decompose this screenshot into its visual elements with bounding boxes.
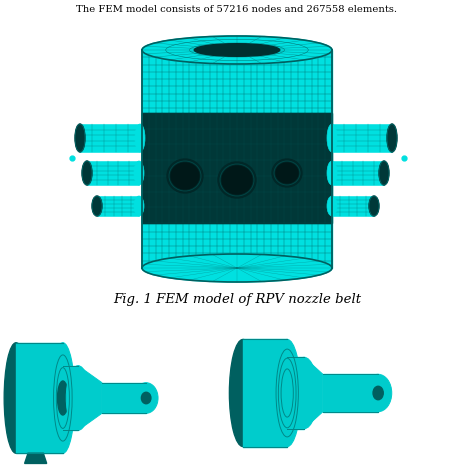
Ellipse shape <box>276 163 298 183</box>
Ellipse shape <box>167 159 203 193</box>
Bar <box>142 113 332 223</box>
Ellipse shape <box>379 161 389 185</box>
Ellipse shape <box>387 124 397 152</box>
Ellipse shape <box>92 196 102 216</box>
Bar <box>80 124 140 152</box>
Ellipse shape <box>134 161 144 185</box>
Bar <box>332 124 392 152</box>
Polygon shape <box>304 357 323 429</box>
Ellipse shape <box>229 339 256 446</box>
Ellipse shape <box>273 339 301 446</box>
Polygon shape <box>78 366 102 430</box>
Ellipse shape <box>327 196 337 216</box>
Bar <box>287 357 304 429</box>
Text: The FEM model consists of 57216 nodes and 267558 elements.: The FEM model consists of 57216 nodes an… <box>76 5 398 14</box>
Ellipse shape <box>291 357 318 429</box>
Ellipse shape <box>51 343 75 453</box>
Ellipse shape <box>57 381 68 415</box>
Bar <box>16 343 63 453</box>
Ellipse shape <box>135 124 145 152</box>
Polygon shape <box>25 453 47 463</box>
Ellipse shape <box>134 196 144 216</box>
Ellipse shape <box>369 196 379 216</box>
Ellipse shape <box>171 163 199 189</box>
Bar <box>243 339 287 446</box>
Ellipse shape <box>194 44 280 56</box>
Bar <box>332 161 384 185</box>
Bar <box>63 366 78 430</box>
Ellipse shape <box>222 166 252 194</box>
Ellipse shape <box>327 124 337 152</box>
Ellipse shape <box>142 36 332 64</box>
Ellipse shape <box>218 162 256 198</box>
Ellipse shape <box>66 366 90 430</box>
Ellipse shape <box>141 392 151 404</box>
Text: Fig. 1 FEM model of RPV nozzle belt: Fig. 1 FEM model of RPV nozzle belt <box>113 293 361 306</box>
Ellipse shape <box>272 159 302 187</box>
Ellipse shape <box>4 343 28 453</box>
Ellipse shape <box>142 254 332 282</box>
Ellipse shape <box>134 383 158 413</box>
Bar <box>87 161 139 185</box>
Ellipse shape <box>327 161 337 185</box>
Bar <box>97 196 139 216</box>
Bar <box>142 50 332 268</box>
Bar <box>323 374 378 412</box>
Ellipse shape <box>365 374 392 412</box>
Ellipse shape <box>82 161 92 185</box>
Bar <box>332 196 374 216</box>
Bar <box>102 383 146 413</box>
Ellipse shape <box>75 124 85 152</box>
Ellipse shape <box>373 386 383 400</box>
